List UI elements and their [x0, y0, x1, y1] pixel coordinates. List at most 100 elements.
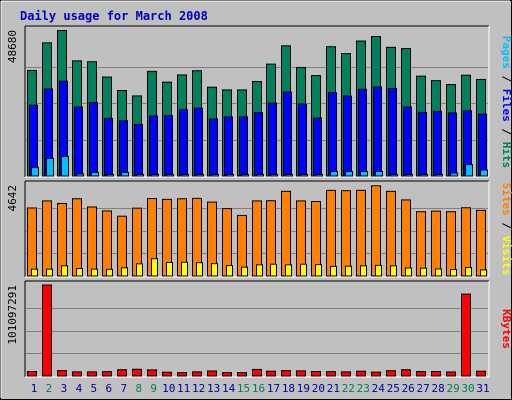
bar-sites-day-30 — [465, 267, 472, 277]
bar-kbytes-day-30 — [461, 293, 471, 377]
bar-files-day-27 — [418, 111, 427, 177]
bar-files-day-20 — [313, 117, 322, 177]
x-tick-label-day-22: 22 — [342, 382, 355, 395]
x-tick-label-day-4: 4 — [76, 382, 83, 395]
bar-visits-day-1 — [27, 207, 37, 277]
bar-pages-day-4 — [76, 173, 84, 177]
bar-pages-day-26 — [405, 174, 413, 177]
bar-pages-day-17 — [270, 174, 278, 177]
bar-kbytes-day-9 — [147, 369, 157, 377]
bar-visits-day-7 — [117, 215, 127, 277]
x-tick-label-day-21: 21 — [327, 382, 340, 395]
bar-files-day-8 — [134, 123, 143, 177]
bar-visits-day-24 — [371, 185, 381, 277]
bar-sites-day-13 — [211, 263, 218, 277]
bar-visits-day-30 — [461, 207, 471, 277]
bar-sites-day-29 — [450, 269, 457, 277]
legend-part: KBytes — [500, 309, 512, 349]
bar-pages-day-22 — [345, 171, 353, 177]
bar-files-day-6 — [104, 117, 113, 177]
bar-kbytes-day-26 — [401, 369, 411, 377]
bar-sites-day-2 — [46, 268, 53, 277]
x-tick-label-day-5: 5 — [91, 382, 98, 395]
bar-kbytes-day-2 — [42, 284, 52, 377]
bar-files-day-16 — [254, 112, 263, 177]
x-axis-labels: 1 2 3 4 5 6 7 8 9 10 11 12 13 14 15 16 17 18 19 20 21 22 23 24 2… — [31, 382, 490, 395]
bar-kbytes-day-13 — [207, 370, 217, 377]
bar-sites-day-20 — [315, 264, 322, 277]
panel-visits-sites: 4642 Sites / Visits — [6, 180, 512, 278]
bar-sites-day-14 — [226, 265, 233, 277]
bar-kbytes-day-25 — [386, 370, 396, 377]
bar-files-day-28 — [433, 111, 442, 177]
bar-files-day-14 — [224, 116, 233, 177]
bar-pages-day-20 — [315, 174, 323, 177]
x-tick-label-day-6: 6 — [106, 382, 113, 395]
bar-sites-day-8 — [136, 263, 143, 277]
bar-pages-day-7 — [121, 171, 129, 177]
panel-pages-files-hits: 48680 Pages / Files / Hits — [6, 25, 512, 178]
bar-pages-day-1 — [31, 167, 39, 177]
bar-files-day-4 — [74, 106, 83, 177]
bar-visits-day-3 — [57, 202, 67, 277]
x-tick-label-day-20: 20 — [312, 382, 325, 395]
bar-pages-day-25 — [390, 174, 398, 177]
bar-kbytes-day-10 — [162, 371, 172, 377]
bar-files-day-19 — [298, 103, 307, 177]
x-tick-label-day-24: 24 — [372, 382, 386, 395]
bar-pages-day-10 — [166, 174, 174, 177]
bar-sites-day-16 — [256, 264, 263, 277]
x-tick-label-day-31: 31 — [476, 382, 489, 395]
bar-kbytes-day-5 — [87, 371, 97, 377]
bar-kbytes-day-20 — [311, 370, 321, 377]
legend-label-kbytes: KBytes — [500, 309, 512, 349]
bar-files-day-24 — [373, 86, 382, 177]
bar-pages-day-19 — [300, 174, 308, 177]
bar-files-day-23 — [358, 88, 367, 177]
x-tick-label-day-27: 27 — [417, 382, 430, 395]
bar-sites-day-24 — [375, 264, 382, 277]
bar-pages-day-28 — [435, 174, 443, 177]
bar-sites-day-12 — [196, 262, 203, 277]
bar-sites-day-18 — [285, 264, 292, 277]
legend-part: / — [500, 69, 512, 89]
bar-sites-day-6 — [106, 268, 113, 277]
bar-kbytes-day-8 — [132, 368, 142, 377]
bar-sites-day-22 — [345, 265, 352, 277]
x-tick-label-day-3: 3 — [61, 382, 68, 395]
bar-sites-day-19 — [300, 263, 307, 277]
bar-files-day-1 — [29, 104, 38, 177]
legend-part: Files — [500, 89, 512, 122]
chart-title: Daily usage for March 2008 — [20, 9, 208, 23]
bar-pages-day-23 — [360, 171, 368, 177]
bar-files-day-21 — [328, 92, 337, 177]
bar-kbytes-day-16 — [252, 368, 262, 377]
bar-kbytes-day-28 — [431, 370, 441, 377]
bar-kbytes-day-18 — [281, 370, 291, 377]
x-tick-label-day-19: 19 — [297, 382, 310, 395]
bar-kbytes-day-4 — [72, 371, 82, 377]
bar-pages-day-15 — [241, 174, 249, 177]
x-tick-label-day-28: 28 — [432, 382, 445, 395]
x-tick-label-day-14: 14 — [222, 382, 236, 395]
bar-kbytes-day-12 — [192, 371, 202, 377]
x-tick-label-day-23: 23 — [357, 382, 370, 395]
y-axis-max-label: 48680 — [6, 30, 19, 63]
bar-visits-day-2 — [42, 200, 52, 277]
bar-visits-day-28 — [431, 210, 441, 277]
bar-sites-day-11 — [181, 261, 188, 277]
legend-part: / — [500, 216, 512, 236]
bar-sites-day-3 — [61, 265, 68, 277]
bar-kbytes-day-6 — [102, 371, 112, 377]
bar-kbytes-day-22 — [341, 371, 351, 377]
legend-part: Pages — [500, 36, 512, 69]
bar-pages-day-2 — [46, 157, 54, 177]
bar-pages-day-16 — [256, 174, 264, 177]
bar-kbytes-day-14 — [222, 372, 232, 377]
bar-kbytes-day-11 — [177, 372, 187, 377]
bar-pages-day-5 — [91, 171, 99, 177]
legend-part: Sites — [500, 183, 512, 216]
x-tick-label-day-30: 30 — [461, 382, 474, 395]
x-tick-label-day-25: 25 — [387, 382, 400, 395]
